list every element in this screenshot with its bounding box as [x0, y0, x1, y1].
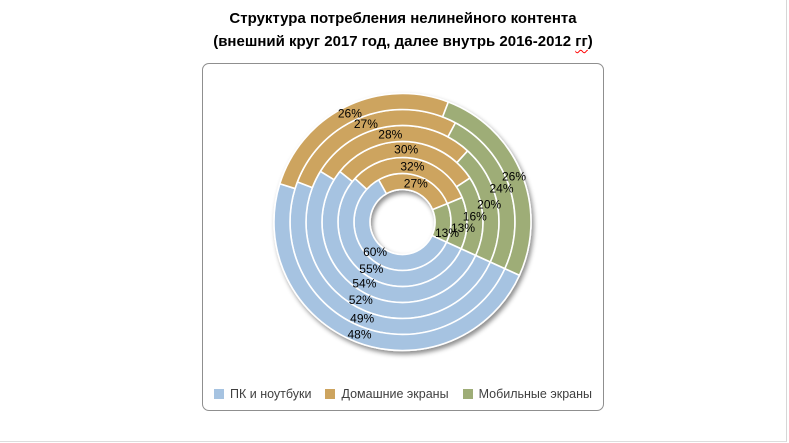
data-label-2012-Домашние экраны: 27%: [404, 177, 428, 191]
chart-title-line2: (внешний круг 2017 год, далее внутрь 201…: [195, 30, 611, 53]
legend-swatch-home-screens: [325, 389, 336, 399]
segment-2017-Мобильные экраны[interactable]: [441, 101, 532, 277]
data-label-2014-ПК и ноутбуки: 54%: [352, 277, 376, 291]
legend-swatch-mobile-screens: [462, 389, 473, 399]
legend-label-mobile-screens: Мобильные экраны: [478, 387, 592, 401]
data-label-2014-Домашние экраны: 30%: [394, 143, 418, 157]
legend-item-pc[interactable]: ПК и ноутбуки: [214, 387, 311, 401]
data-label-2016-ПК и ноутбуки: 49%: [350, 311, 374, 325]
chart-title-line2-post: ): [587, 33, 593, 50]
data-label-2017-ПК и ноутбуки: 48%: [347, 328, 371, 342]
legend-item-home-screens[interactable]: Домашние экраны: [325, 387, 449, 401]
data-label-2012-ПК и ноутбуки: 60%: [363, 245, 387, 259]
data-label-2013-ПК и ноутбуки: 55%: [359, 262, 383, 276]
chart-title: Структура потребления нелинейного контен…: [195, 7, 611, 53]
chart-title-line1: Структура потребления нелинейного контен…: [229, 10, 577, 27]
data-label-2016-Мобильные экраны: 24%: [489, 182, 513, 196]
data-label-2015-Мобильные экраны: 20%: [477, 197, 501, 211]
data-label-2017-Мобильные экраны: 26%: [502, 169, 526, 183]
data-label-2013-Мобильные экраны: 13%: [451, 221, 475, 235]
data-label-2014-Мобильные экраны: 16%: [463, 210, 487, 224]
donut-chart: 60% 27% 13% 55% 32% 13% 54% 30% 16% 52% 28% 20% 49% 2…: [273, 92, 532, 352]
data-label-2015-ПК и ноутбуки: 52%: [349, 293, 373, 307]
data-label-2012-Мобильные экраны: 13%: [435, 226, 459, 240]
data-label-2015-Домашние экраны: 28%: [378, 127, 402, 141]
legend-swatch-pc: [214, 389, 224, 399]
chart-title-line2-pre: (внешний круг 2017 год, далее внутрь 201…: [213, 33, 576, 50]
legend-label-pc: ПК и ноутбуки: [230, 387, 312, 401]
data-label-2016-Домашние экраны: 27%: [354, 117, 378, 131]
data-label-2013-Домашние экраны: 32%: [400, 159, 424, 173]
legend-label-home-screens: Домашние экраны: [341, 387, 449, 401]
chart-legend: ПК и ноутбуки Домашние экраны Мобильные …: [203, 387, 603, 401]
donut-rings: [273, 92, 532, 352]
donut-data-labels: 60% 27% 13% 55% 32% 13% 54% 30% 16% 52% 28% 20% 49% 2…: [338, 107, 526, 342]
chart-area: 60% 27% 13% 55% 32% 13% 54% 30% 16% 52% 28% 20% 49% 2…: [202, 63, 604, 411]
misspelled-word: гг: [575, 33, 588, 50]
legend-item-mobile-screens[interactable]: Мобильные экраны: [462, 387, 592, 401]
data-label-2017-Домашние экраны: 26%: [338, 107, 362, 121]
